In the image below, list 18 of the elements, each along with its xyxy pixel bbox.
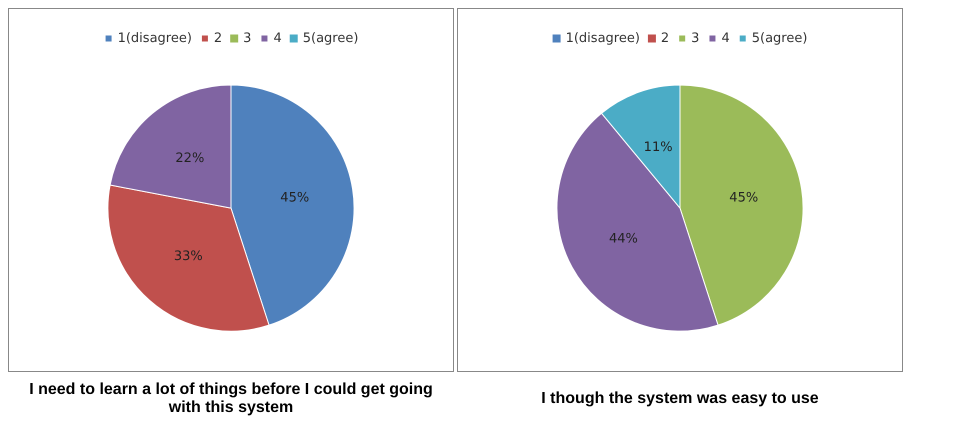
- data-label: 45%: [280, 190, 310, 206]
- legend-label: 2: [660, 31, 670, 46]
- legend-label: 2: [214, 31, 222, 46]
- legend-label: 1(disagree): [566, 31, 640, 46]
- legend-label: 1(disagree): [118, 31, 192, 46]
- data-label: 44%: [608, 232, 638, 247]
- text: I though the system was easy to use: [540, 389, 820, 409]
- legend-label: 4: [721, 31, 730, 46]
- text: I need to learn a lot of things before I could get going with this system: [28, 380, 434, 418]
- legend-label: 5(agree): [302, 31, 358, 46]
- legend-label: 3: [691, 31, 700, 46]
- data-label: 33%: [174, 249, 203, 264]
- legend-label: 5(agree): [752, 31, 808, 46]
- data-label: 11%: [644, 140, 673, 155]
- data-label: 22%: [175, 150, 204, 166]
- data-label: 45%: [729, 190, 758, 206]
- legend-label: 4: [273, 31, 282, 46]
- legend-label: 3: [243, 31, 252, 46]
